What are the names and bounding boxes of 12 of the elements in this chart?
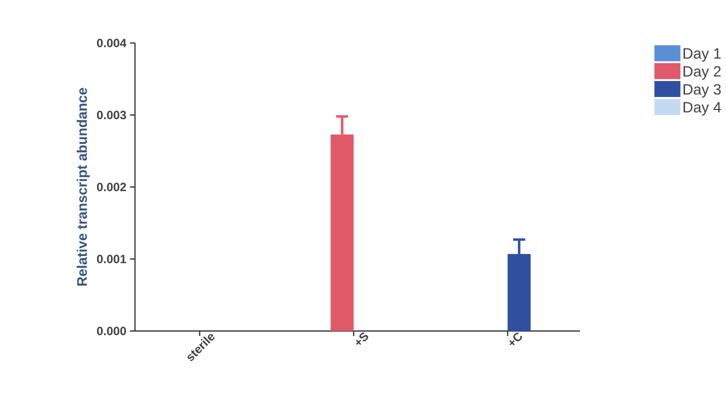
- y-tick-label: 0.000: [97, 326, 126, 336]
- y-tick-label: 0.001: [97, 254, 126, 264]
- legend-label: Day 2: [684, 66, 721, 80]
- legend-label: Day 4: [684, 102, 721, 116]
- y-axis-title: Relative transcript abundance: [76, 88, 90, 286]
- y-tick-label: 0.003: [97, 110, 126, 120]
- x-tick-label: +C: [509, 332, 522, 346]
- legend-label: Day 1: [684, 48, 721, 62]
- x-tick-label: +S: [356, 332, 368, 345]
- legend-label: Day 3: [684, 84, 721, 98]
- y-tick-label: 0.004: [97, 38, 126, 48]
- y-tick-label: 0.002: [97, 182, 126, 192]
